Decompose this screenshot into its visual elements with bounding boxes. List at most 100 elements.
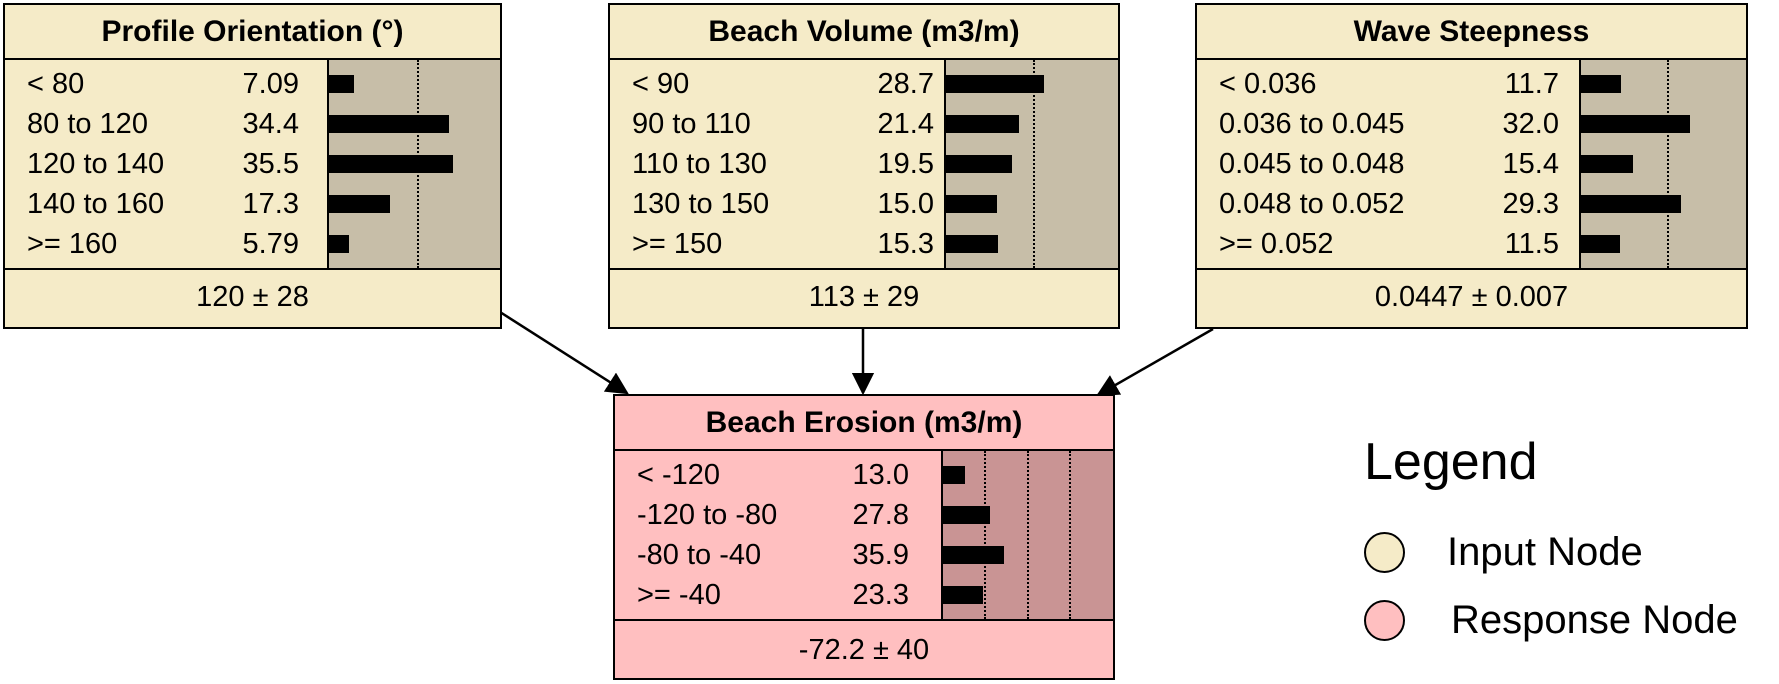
state-value: 32.0: [1502, 107, 1559, 140]
state-value: 35.5: [242, 147, 299, 180]
state-value: 29.3: [1502, 187, 1559, 220]
belief-bar: [1581, 115, 1690, 133]
belief-bar: [329, 195, 390, 213]
state-value: 15.3: [877, 227, 934, 260]
legend-label: Input Node: [1447, 530, 1643, 574]
state-label: < 0.036: [1219, 67, 1317, 100]
state-label: < 80: [27, 67, 85, 100]
state-row: 0.048 to 0.052 29.3: [1219, 184, 1559, 224]
node-title: Beach Volume (m3/m): [610, 5, 1118, 60]
state-label: >= 0.052: [1219, 227, 1334, 260]
response-node-swatch-icon: [1364, 600, 1405, 641]
belief-bar: [943, 506, 990, 524]
state-label: >= 150: [632, 227, 723, 260]
state-row: -80 to -40 35.9: [637, 535, 909, 575]
state-label: >= -40: [637, 578, 721, 611]
belief-bar: [943, 466, 965, 484]
state-value: 11.5: [1504, 227, 1559, 260]
state-row: < 90 28.7: [632, 64, 934, 104]
node-summary: -72.2 ± 40: [798, 633, 930, 666]
node-body: < 0.036 11.7 0.036 to 0.045 32.0 0.045 to …: [1197, 60, 1746, 270]
state-value: 13.0: [852, 458, 909, 491]
state-value: 23.3: [852, 578, 909, 611]
state-list: < -120 13.0 -120 to -80 27.8 -80 to -40 35.…: [637, 455, 909, 615]
state-label: -80 to -40: [637, 538, 762, 571]
legend-item-input: Input Node: [1364, 530, 1643, 575]
belief-bar: [943, 546, 1004, 564]
legend-item-response: Response Node: [1364, 598, 1738, 643]
state-row: 120 to 140 35.5: [27, 144, 299, 184]
gridline: [1667, 60, 1669, 268]
belief-bar: [1581, 195, 1681, 213]
belief-bar: [1581, 75, 1621, 93]
arrow-wave-steepness-to-beach-erosion: [1096, 327, 1214, 397]
node-beach-erosion[interactable]: Beach Erosion (m3/m) < -120 13.0 -120 to …: [613, 394, 1115, 680]
node-body: < 90 28.7 90 to 110 21.4 110 to 130 19.5 13…: [610, 60, 1118, 270]
state-label: 120 to 140: [27, 147, 165, 180]
state-label: >= 160: [27, 227, 118, 260]
state-label: 0.048 to 0.052: [1219, 187, 1405, 220]
belief-bar: [946, 155, 1012, 173]
state-row: 90 to 110 21.4: [632, 104, 934, 144]
state-value: 15.0: [877, 187, 934, 220]
state-value: 19.5: [877, 147, 934, 180]
node-summary: 113 ± 29: [808, 281, 920, 313]
state-value: 21.4: [877, 107, 934, 140]
belief-bar-panel: [944, 60, 1118, 268]
state-list: < 0.036 11.7 0.036 to 0.045 32.0 0.045 to …: [1219, 64, 1559, 264]
state-value: 28.7: [877, 67, 934, 100]
state-label: 110 to 130: [632, 147, 767, 180]
state-row: >= 0.052 11.5: [1219, 224, 1559, 264]
legend-title: Legend: [1364, 433, 1538, 491]
state-label: 80 to 120: [27, 107, 148, 140]
state-value: 34.4: [242, 107, 299, 140]
node-profile-orientation[interactable]: Profile Orientation (°) < 80 7.09 80 to 1…: [3, 3, 502, 329]
state-label: < -120: [637, 458, 721, 491]
belief-bar: [943, 586, 983, 604]
state-label: 130 to 150: [632, 187, 770, 220]
state-value: 27.8: [852, 498, 909, 531]
gridline: [1027, 451, 1029, 619]
belief-bar: [329, 155, 453, 173]
belief-bar-panel: [1579, 60, 1746, 268]
belief-bar: [946, 115, 1019, 133]
state-row: 0.045 to 0.048 15.4: [1219, 144, 1559, 184]
state-row: -120 to -80 27.8: [637, 495, 909, 535]
node-body: < -120 13.0 -120 to -80 27.8 -80 to -40 35.…: [615, 451, 1113, 621]
gridline: [984, 451, 986, 619]
state-row: >= 150 15.3: [632, 224, 934, 264]
state-row: < 0.036 11.7: [1219, 64, 1559, 104]
legend-label: Response Node: [1451, 598, 1738, 642]
belief-bar: [1581, 235, 1620, 253]
arrow-profile-orientation-to-beach-erosion: [499, 310, 629, 395]
node-title: Profile Orientation (°): [5, 5, 500, 60]
belief-bar-panel: [941, 451, 1113, 619]
node-summary: 120 ± 28: [196, 281, 309, 313]
state-row: 80 to 120 34.4: [27, 104, 299, 144]
state-value: 17.3: [242, 187, 299, 220]
node-wave-steepness[interactable]: Wave Steepness < 0.036 11.7 0.036 to 0.04…: [1195, 3, 1748, 329]
state-row: 140 to 160 17.3: [27, 184, 299, 224]
node-summary: 0.0447 ± 0.007: [1374, 281, 1569, 313]
belief-bar: [946, 235, 998, 253]
belief-bar: [329, 75, 354, 93]
state-label: < 90: [632, 67, 690, 100]
state-label: 0.045 to 0.048: [1219, 147, 1405, 180]
node-title: Beach Erosion (m3/m): [615, 396, 1113, 451]
state-label: 0.036 to 0.045: [1219, 107, 1405, 140]
belief-bar: [946, 75, 1044, 93]
belief-bar-panel: [327, 60, 500, 268]
node-title: Wave Steepness: [1197, 5, 1746, 60]
state-value: 11.7: [1504, 67, 1559, 100]
state-label: 140 to 160: [27, 187, 165, 220]
state-row: >= -40 23.3: [637, 575, 909, 615]
state-value: 15.4: [1502, 147, 1559, 180]
gridline: [1033, 60, 1035, 268]
state-list: < 90 28.7 90 to 110 21.4 110 to 130 19.5 13…: [632, 64, 934, 264]
state-row: >= 160 5.79: [27, 224, 299, 264]
node-beach-volume[interactable]: Beach Volume (m3/m) < 90 28.7 90 to 110 21…: [608, 3, 1120, 329]
belief-bar: [329, 115, 449, 133]
state-list: < 80 7.09 80 to 120 34.4 120 to 140 35.5 14…: [27, 64, 299, 264]
belief-bar: [329, 235, 349, 253]
